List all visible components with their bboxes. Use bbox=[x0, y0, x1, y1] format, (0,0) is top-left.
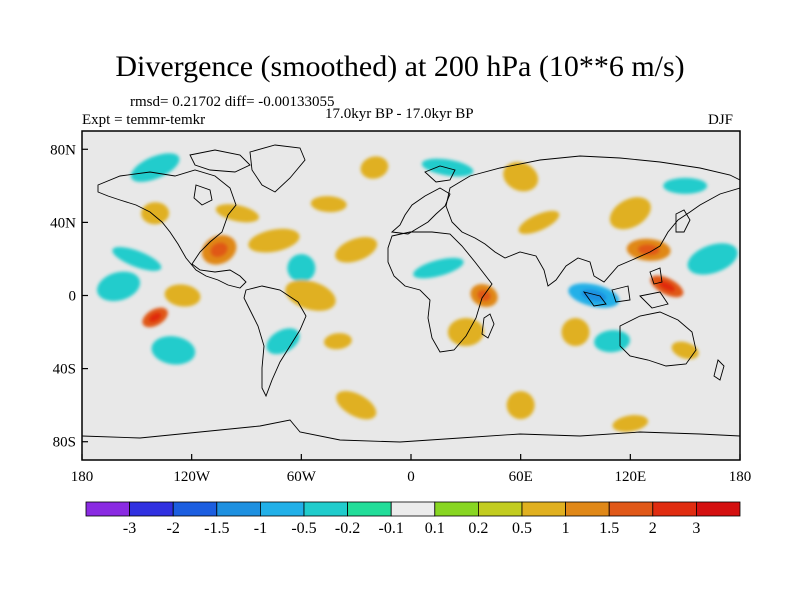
season-label: DJF bbox=[708, 112, 734, 128]
colorbar-label: -0.1 bbox=[379, 520, 404, 537]
divergence-feature bbox=[266, 328, 300, 355]
lat-tick-label: 80S bbox=[53, 435, 76, 451]
colorbar-box bbox=[259, 501, 305, 517]
lat-tick-label: 40N bbox=[50, 215, 76, 231]
divergence-feature bbox=[687, 243, 738, 275]
colorbar-box bbox=[652, 501, 697, 517]
divergence-feature bbox=[164, 284, 201, 307]
lat-tick-label: 40S bbox=[53, 362, 76, 378]
colorbar-box bbox=[477, 501, 523, 517]
lon-tick-label: 120W bbox=[173, 469, 211, 485]
colorbar-label: 2 bbox=[649, 520, 657, 537]
divergence-feature bbox=[285, 280, 336, 311]
divergence-feature bbox=[97, 271, 141, 302]
experiment-label: Expt = temmr-temkr bbox=[82, 112, 206, 128]
colorbar-label: -2 bbox=[167, 520, 180, 537]
divergence-feature bbox=[130, 153, 180, 182]
colorbar-label: -0.2 bbox=[335, 520, 360, 537]
colorbar-label: -1.5 bbox=[204, 520, 229, 537]
divergence-feature bbox=[612, 415, 649, 432]
lat-tick-label: 80N bbox=[50, 142, 76, 158]
divergence-feature bbox=[561, 318, 590, 347]
divergence-feature bbox=[310, 196, 347, 213]
colorbar-label: 3 bbox=[692, 520, 700, 537]
colorbar-box bbox=[85, 501, 130, 517]
colorbar-label: 0.1 bbox=[425, 520, 445, 537]
divergence-feature bbox=[141, 202, 170, 225]
divergence-feature bbox=[503, 162, 539, 192]
lon-tick-label: 60E bbox=[509, 469, 533, 485]
colorbar-box bbox=[565, 501, 610, 517]
colorbar-label: 1 bbox=[562, 520, 570, 537]
colorbar-label: -0.5 bbox=[291, 520, 316, 537]
colorbar-box bbox=[434, 501, 479, 517]
colorbar-box bbox=[521, 501, 566, 517]
colorbar-box bbox=[129, 501, 174, 517]
colorbar-box bbox=[303, 501, 348, 517]
divergence-feature bbox=[323, 333, 352, 350]
divergence-feature-core bbox=[210, 242, 228, 258]
divergence-feature bbox=[447, 318, 484, 347]
colorbar-label: 0.5 bbox=[512, 520, 532, 537]
colorbar-box bbox=[216, 501, 261, 517]
divergence-feature bbox=[609, 197, 651, 230]
divergence-feature bbox=[518, 210, 560, 234]
lon-tick-label: 0 bbox=[407, 469, 415, 485]
colorbar-label: 0.2 bbox=[468, 520, 488, 537]
lon-tick-label: 180 bbox=[71, 469, 94, 485]
divergence-feature bbox=[360, 156, 389, 179]
lon-tick-label: 60W bbox=[287, 469, 317, 485]
divergence-feature bbox=[663, 177, 708, 194]
colorbar-box bbox=[172, 501, 218, 517]
colorbar-label: -3 bbox=[123, 520, 136, 537]
lon-tick-label: 120E bbox=[614, 469, 646, 485]
stats-text: rmsd= 0.21702 diff= -0.00133055 bbox=[130, 94, 335, 110]
divergence-feature bbox=[335, 237, 378, 263]
divergence-feature-core bbox=[637, 244, 660, 256]
coastlines bbox=[82, 144, 740, 443]
map-title: Divergence (smoothed) at 200 hPa (10**6 … bbox=[115, 50, 685, 83]
colorbar-box bbox=[347, 501, 392, 517]
colorbar-label: 1.5 bbox=[599, 520, 619, 537]
period-label: 17.0kyr BP - 17.0kyr BP bbox=[325, 106, 474, 122]
divergence-feature bbox=[506, 391, 535, 420]
divergence-feature bbox=[287, 254, 316, 283]
colorbar-box bbox=[608, 501, 654, 517]
divergence-feature-core bbox=[658, 280, 676, 292]
divergence-feature bbox=[336, 390, 377, 420]
divergence-feature bbox=[151, 336, 196, 365]
colorbar-box bbox=[696, 501, 741, 517]
divergence-feature-core bbox=[148, 312, 162, 323]
divergence-feature bbox=[112, 247, 162, 271]
divergence-feature bbox=[413, 257, 464, 279]
lat-tick-label: 0 bbox=[69, 289, 77, 305]
divergence-feature bbox=[248, 228, 300, 253]
colorbar-box bbox=[390, 501, 436, 517]
divergence-feature bbox=[671, 341, 699, 360]
lon-tick-label: 180 bbox=[729, 469, 752, 485]
colorbar-label: -1 bbox=[254, 520, 267, 537]
